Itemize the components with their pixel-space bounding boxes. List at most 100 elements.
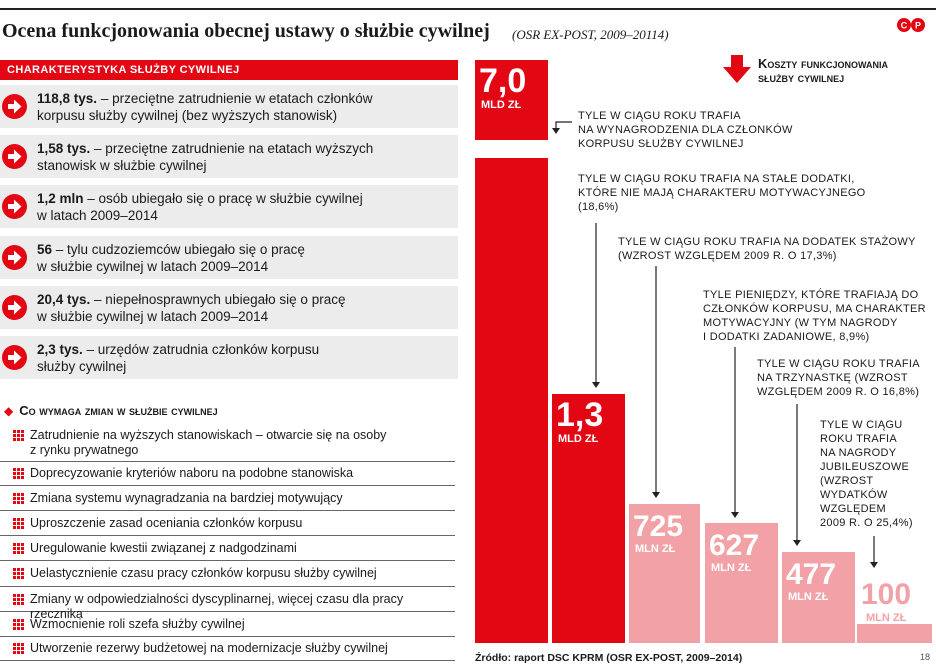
annotation-line: TYLE PIENIĘDZY, KTÓRE TRAFIAJĄ DO [703, 289, 919, 301]
chart-annotation: TYLE W CIĄGU ROKU TRAFIA NA NAGRODY JUBILEU… [820, 418, 913, 530]
stat-text: 1,58 tys. – przeciętne zatrudnienie na e… [37, 140, 455, 174]
leader-arrowhead [731, 512, 739, 518]
need-item: Zatrudnienie na wyższych stanowiskach – … [0, 428, 455, 462]
chart-annotation: TYLE W CIĄGU ROKU TRAFIA NA WYNAGRODZENIA… [578, 109, 793, 151]
legend-label: Koszty funkcjonowania służby cywilnej [758, 57, 888, 85]
stat-text: 20,4 tys. – niepełnosprawnych ubiegało s… [37, 291, 455, 325]
arrow-right-icon [2, 345, 27, 370]
need-line1: Uregulowanie kwestii związanej z nadgodz… [30, 541, 297, 555]
annotation-line: CZŁONKÓW KORPUSU, MA CHARAKTER [703, 303, 926, 315]
stat-desc-line1: – przeciętne zatrudnienie na etatach wyż… [90, 141, 374, 156]
stat-text: 1,2 mln – osób ubiegało się o pracę w sł… [37, 190, 455, 224]
cc-logo-icon: C P [897, 18, 925, 32]
stat-desc-line2: służby cywilnej [37, 359, 127, 374]
bar-unit-label: MLN ZŁ [866, 612, 907, 624]
need-line2: z rynku prywatnego [30, 443, 139, 457]
dot-grid-icon [13, 543, 24, 554]
bar-5 [782, 552, 855, 643]
need-line1: Utworzenie rezerwy budżetowej na moderni… [30, 641, 388, 655]
annotation-line: KTÓRE NIE MAJĄ CHARAKTERU MOTYWACYJNEGO [578, 187, 866, 199]
stat-item: 1,58 tys. – przeciętne zatrudnienie na e… [0, 135, 458, 178]
source-note: Źródło: raport DSC KPRM (OSR EX-POST, 20… [475, 652, 743, 664]
stat-value: 1,2 mln [37, 191, 84, 206]
down-arrow-icon [723, 55, 751, 83]
arrow-right-icon [2, 245, 27, 270]
annotation-line: WZGLĘDEM [820, 503, 886, 515]
chart-annotation: TYLE PIENIĘDZY, KTÓRE TRAFIAJĄ DO CZŁONKÓ… [703, 288, 926, 344]
stat-item: 118,8 tys. – przeciętne zatrudnienie w e… [0, 85, 458, 128]
annotation-line: JUBILEUSZOWE [820, 461, 910, 473]
page-number: 18 [920, 652, 931, 662]
stat-value: 1,58 tys. [37, 141, 91, 156]
legend-line2: służby cywilnej [758, 70, 845, 85]
page-title: Ocena funkcjonowania obecnej ustawy o sł… [2, 20, 490, 42]
bar-value-label: 7,0 [479, 62, 526, 100]
annotation-line: TYLE W CIĄGU ROKU TRAFIA NA DODATEK STAŻ… [618, 236, 916, 248]
annotation-line: (18,6%) [578, 201, 619, 213]
bar-1 [475, 60, 548, 643]
arrow-right-icon [2, 144, 27, 169]
bar-value-label: 477 [786, 558, 836, 591]
stat-desc-line1: – przeciętne zatrudnienie w etatach czło… [97, 91, 373, 106]
needs-heading: ◆ Co wymaga zmian w służbie cywilnej [4, 403, 218, 418]
annotation-line: (WZROST WZGLĘDEM 2009 R. O 17,3%) [618, 250, 837, 262]
legend-line1: Koszty funkcjonowania [758, 56, 888, 71]
chart-annotation: TYLE W CIĄGU ROKU TRAFIA NA DODATEK STAŻ… [618, 235, 916, 263]
annotation-line: MOTYWACYJNY (W TYM NAGRODY [703, 317, 898, 329]
stat-value: 20,4 tys. [37, 292, 91, 307]
need-item: Uproszczenie zasad oceniania członków ko… [0, 516, 455, 536]
need-line1: Wzmocnienie roli szefa służby cywilnej [30, 617, 245, 631]
stat-item: 1,2 mln – osób ubiegało się o pracę w sł… [0, 185, 458, 228]
annotation-line: (WZROST [820, 475, 874, 487]
annotation-line: TYLE W CIĄGU ROKU TRAFIA NA STAŁE DODATK… [578, 173, 855, 185]
need-line1: Uproszczenie zasad oceniania członków ko… [30, 516, 303, 530]
annotation-line: WZGLĘDEM 2009 R. O 16,8%) [757, 386, 920, 398]
bar-1-break [475, 140, 548, 158]
need-line1: Zmiana systemu wynagradzania na bardziej… [30, 491, 343, 505]
annotation-line: NA TRZYNASTKĘ (WZROST [757, 372, 908, 384]
bar-value-label: 627 [709, 529, 759, 562]
annotation-line: TYLE W CIĄGU ROKU TRAFIA [757, 358, 920, 370]
bar-unit-label: MLD ZŁ [558, 433, 599, 445]
annotation-line: KORPUSU SŁUŻBY CYWILNEJ [578, 138, 744, 150]
stat-desc-line2: w służbie cywilnej w latach 2009–2014 [37, 259, 269, 274]
stat-item: 20,4 tys. – niepełnosprawnych ubiegało s… [0, 286, 458, 329]
stat-desc-line1: – niepełnosprawnych ubiegało się o pracę [90, 292, 346, 307]
bar-value-label: 100 [861, 578, 911, 611]
bar-3 [629, 504, 700, 643]
stat-value: 2,3 tys. [37, 342, 83, 357]
bar-2 [552, 394, 625, 643]
annotation-line: NA WYNAGRODZENIA DLA CZŁONKÓW [578, 124, 793, 136]
annotation-line: NA NAGRODY [820, 447, 897, 459]
chart-annotation: TYLE W CIĄGU ROKU TRAFIA NA TRZYNASTKĘ (W… [757, 357, 920, 399]
stat-text: 118,8 tys. – przeciętne zatrudnienie w e… [37, 90, 455, 124]
stat-desc-line2: w służbie cywilnej w latach 2009–2014 [37, 309, 269, 324]
dot-grid-icon [13, 594, 24, 605]
arrow-right-icon [2, 194, 27, 219]
annotation-line: WYDATKÓW [820, 489, 888, 501]
annotation-line: TYLE W CIĄGU ROKU TRAFIA [578, 110, 741, 122]
bar-6 [857, 624, 932, 643]
annotation-line: ROKU TRAFIA [820, 433, 898, 445]
need-item: Zmiana systemu wynagradzania na bardziej… [0, 491, 455, 511]
top-rule [0, 8, 936, 10]
stat-desc-line1: – urzędów zatrudnia członków korpusu [82, 342, 320, 357]
stat-desc-line2: korpusu służby cywilnej (bez wyższych st… [37, 108, 338, 123]
stat-desc-line2: w latach 2009–2014 [37, 208, 158, 223]
chart-legend: Koszty funkcjonowania służby cywilnej [722, 55, 888, 90]
stat-item: 2,3 tys. – urzędów zatrudnia członków ko… [0, 336, 458, 379]
stat-value: 56 [37, 242, 53, 257]
bar-unit-label: MLN ZŁ [711, 562, 752, 574]
need-item: Utworzenie rezerwy budżetowej na moderni… [0, 641, 455, 661]
svg-text:P: P [915, 21, 921, 31]
dot-grid-icon [13, 518, 24, 529]
stat-desc-line1: – osób ubiegało się o pracę w służbie cy… [83, 191, 363, 206]
leader-arrowhead [652, 492, 660, 498]
dot-grid-icon [13, 493, 24, 504]
dot-grid-icon [13, 468, 24, 479]
chart-annotation: TYLE W CIĄGU ROKU TRAFIA NA STAŁE DODATK… [578, 172, 866, 214]
leader-arrowhead [793, 540, 801, 546]
dot-grid-icon [13, 619, 24, 630]
need-item: Doprecyzowanie kryteriów naboru na podob… [0, 466, 455, 486]
annotation-line: TYLE W CIĄGU [820, 419, 903, 431]
